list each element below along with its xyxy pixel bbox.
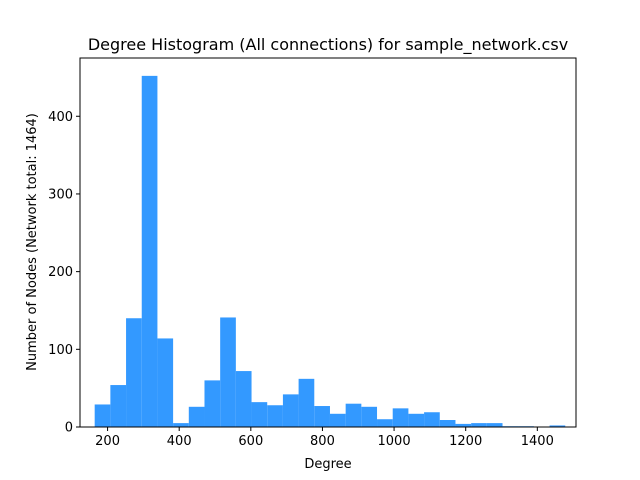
histogram-bar [471,423,487,427]
histogram-bar [408,413,425,427]
histogram-bar [377,419,393,427]
y-tick-label: 300 [48,187,73,202]
y-tick-label: 400 [48,110,73,125]
histogram-bar [424,412,440,427]
histogram-bar [188,406,205,427]
x-tick-label: 1400 [521,434,554,449]
histogram-bar [486,423,503,427]
x-tick-label: 600 [238,434,263,449]
y-tick-label: 100 [48,343,73,358]
histogram-bar [439,420,456,427]
histogram-bar [141,75,158,427]
plot-frame [79,57,577,428]
x-tick-label: 1200 [449,434,482,449]
y-tick-label: 0 [65,421,73,436]
histogram-bar [110,385,127,427]
bars-group [94,75,566,427]
histogram-bar [361,406,378,427]
x-axis-label: Degree [304,457,351,472]
histogram-bar [204,380,221,427]
histogram-bar [298,378,315,427]
x-tick-label: 200 [95,434,120,449]
histogram-bar [549,425,566,427]
histogram-bar [455,423,472,427]
histogram-bar [157,338,174,427]
histogram-bar [251,402,268,427]
x-tick-label: 1000 [378,434,411,449]
histogram-bar [345,403,362,427]
x-tick-label: 800 [310,434,335,449]
histogram-bar [126,318,142,427]
histogram-bar [94,404,111,427]
histogram-bar [220,317,236,427]
histogram-bar [329,413,346,427]
histogram-bar [314,406,330,427]
chart-title: Degree Histogram (All connections) for s… [88,35,568,55]
histogram-bar [267,405,283,427]
histogram-bar [282,394,299,427]
y-axis-label: Number of Nodes (Network total: 1464) [25,113,40,371]
x-axis: 200 400 600 800 1000 1200 1400 [95,427,554,449]
y-axis: 0 100 200 300 400 [48,110,80,436]
histogram-bar [235,371,252,427]
histogram-bar [173,423,189,427]
y-tick-label: 200 [48,265,73,280]
x-tick-label: 400 [167,434,192,449]
histogram-bar [392,408,409,427]
